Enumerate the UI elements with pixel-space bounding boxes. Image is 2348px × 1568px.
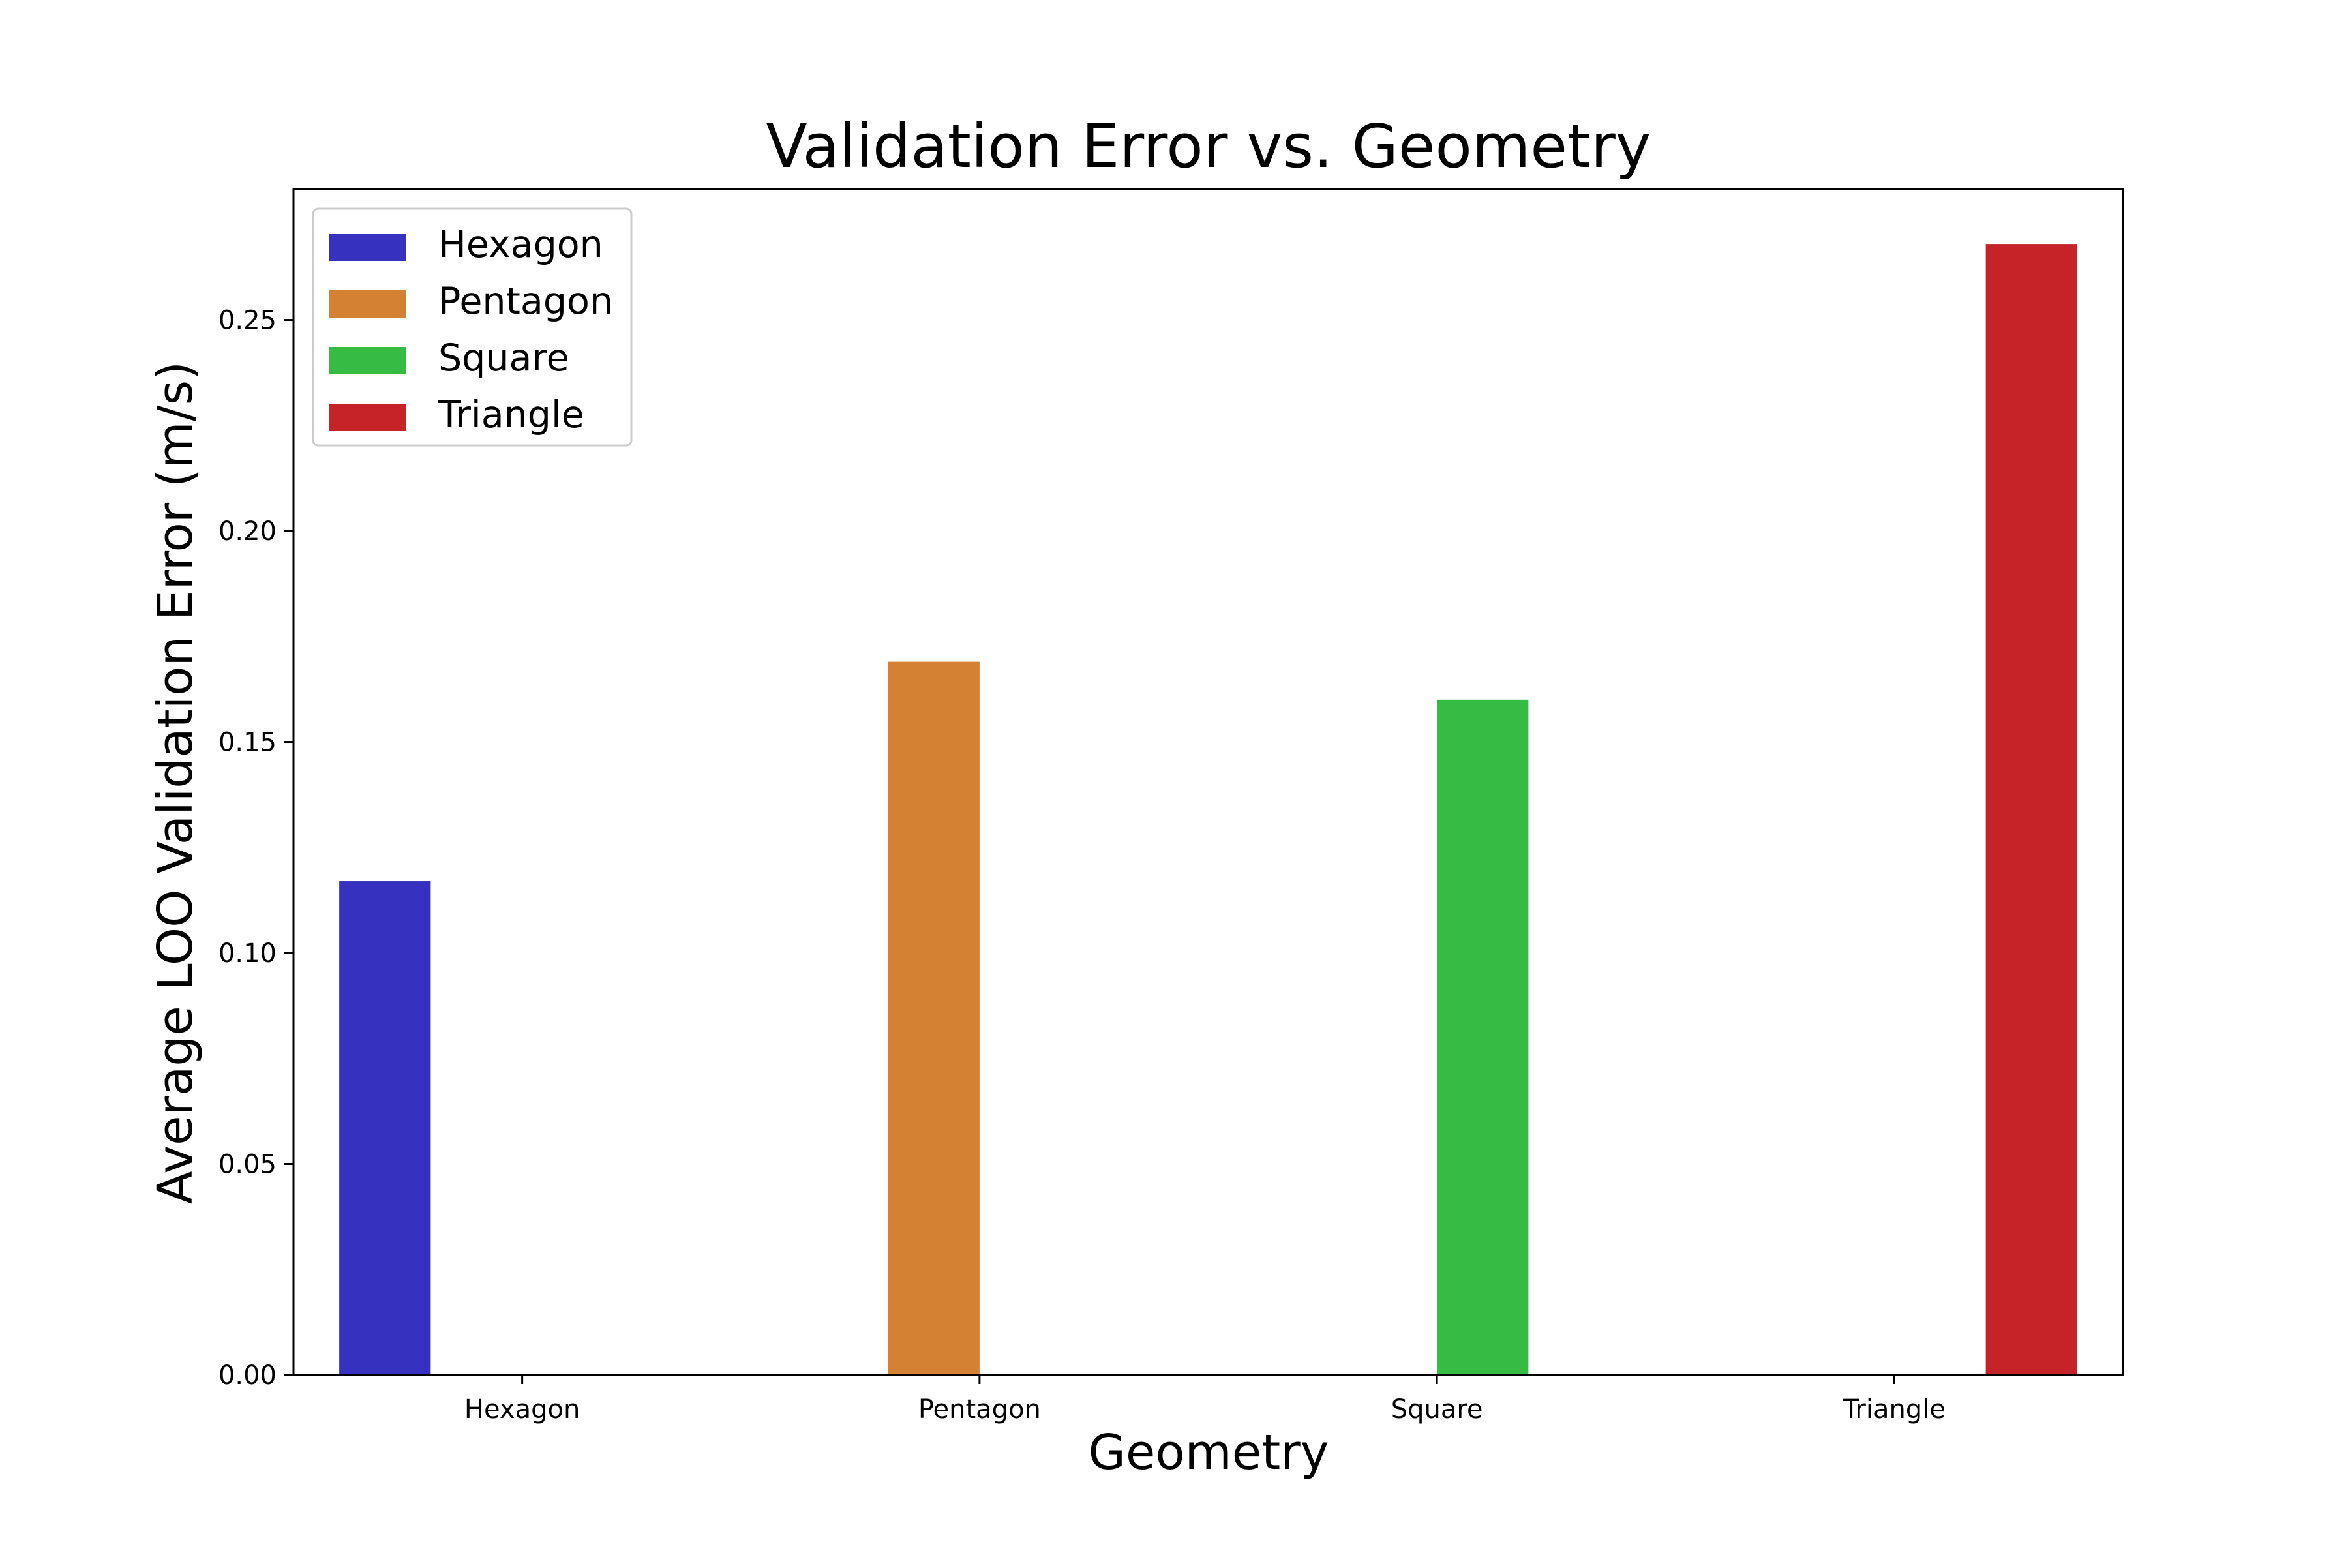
x-tick-label: Square xyxy=(1391,1395,1483,1425)
plot-frame xyxy=(292,188,2124,1376)
x-tick-label: Triangle xyxy=(1843,1395,1946,1425)
y-axis-label: Average LOO Validation Error (m/s) xyxy=(147,361,203,1204)
plot-area: 0.00 0.05 0.10 0.15 0.20 0.25 Hexagon Pentagon S… xyxy=(218,188,2124,1425)
legend-label: Square xyxy=(438,337,569,380)
bar-square xyxy=(1437,699,1529,1375)
legend-label: Triangle xyxy=(438,393,584,436)
legend-swatch xyxy=(329,404,406,431)
legend: Hexagon Pentagon Square Triangle xyxy=(312,207,633,447)
y-tick-label: 0.10 xyxy=(218,939,277,969)
legend-label: Pentagon xyxy=(438,280,613,323)
x-tick-label: Pentagon xyxy=(918,1395,1041,1425)
y-tick-label: 0.05 xyxy=(218,1150,277,1180)
x-axis-label: Geometry xyxy=(1089,1425,1329,1481)
bar-pentagon xyxy=(888,661,980,1376)
legend-label: Hexagon xyxy=(438,223,603,266)
chart-title: Validation Error vs. Geometry xyxy=(766,112,1651,181)
y-tick-label: 0.20 xyxy=(218,517,277,547)
x-tick-label: Hexagon xyxy=(464,1395,580,1425)
legend-swatch xyxy=(329,290,406,318)
bar-hexagon xyxy=(339,881,431,1375)
y-tick-label: 0.00 xyxy=(218,1361,277,1391)
legend-swatch xyxy=(329,347,406,374)
legend-swatch xyxy=(329,234,406,261)
bar-triangle xyxy=(1985,244,2077,1376)
legend-box xyxy=(312,207,633,447)
y-tick-label: 0.15 xyxy=(218,728,277,758)
y-tick-label: 0.25 xyxy=(218,306,277,336)
